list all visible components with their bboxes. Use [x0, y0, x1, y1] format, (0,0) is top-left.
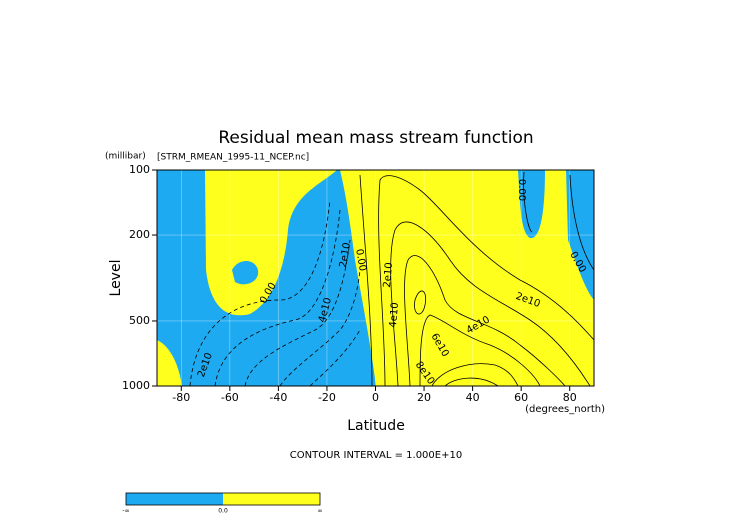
colorbar-positive — [223, 493, 320, 505]
contour-line — [419, 314, 541, 387]
contour-line — [414, 290, 427, 315]
chart-title: Residual mean mass stream function — [218, 128, 533, 148]
y-tick-label: 1000 — [122, 379, 150, 392]
contour-label: 2e10 — [338, 242, 353, 269]
y-axis-label: Level — [108, 260, 124, 297]
x-tick-label: 0 — [372, 391, 379, 404]
contour-line — [244, 239, 351, 387]
negative-region — [232, 261, 259, 285]
y-units: (millibar) — [105, 152, 146, 162]
contour-line — [404, 255, 566, 387]
contour-line — [444, 377, 499, 387]
contour-line — [359, 174, 373, 387]
colorbar-negative — [126, 493, 223, 505]
x-tick-label: 20 — [417, 391, 431, 404]
y-tick-label: 100 — [129, 163, 150, 176]
x-tick-label: -40 — [269, 391, 287, 404]
contour-label: 0.00 — [516, 179, 527, 201]
contour-interval: CONTOUR INTERVAL = 1.000E+10 — [290, 450, 462, 461]
contour-line — [523, 171, 595, 271]
x-tick-label: 40 — [466, 391, 480, 404]
x-tick-label: 80 — [563, 391, 577, 404]
colorbar: -∞ 0.0 ∞ — [122, 492, 323, 515]
x-tick-label: -80 — [172, 391, 190, 404]
contour-label: 0.00 — [353, 248, 368, 272]
positive-region — [340, 170, 594, 386]
contour-line — [378, 175, 595, 387]
x-tick-label: 60 — [514, 391, 528, 404]
colorbar-frame — [125, 492, 321, 506]
colorbar-label: ∞ — [318, 508, 323, 515]
colorbar-label: 0.0 — [218, 508, 228, 515]
contour-line — [214, 209, 341, 387]
y-tick-label: 500 — [129, 314, 150, 327]
y-tick-label: 200 — [129, 228, 150, 241]
x-tick-label: -20 — [318, 391, 336, 404]
subtitle: [STRM_RMEAN_1995-11_NCEP.nc] — [157, 153, 309, 163]
x-tick-label: -60 — [221, 391, 239, 404]
contour-line — [431, 363, 519, 387]
contour-line — [390, 221, 591, 387]
contour-line — [189, 199, 331, 387]
contour-line — [279, 269, 361, 387]
positive-region — [157, 340, 182, 386]
colorbar-label: -∞ — [122, 508, 129, 515]
x-units: (degrees_north) — [525, 404, 605, 415]
contour-label: 4e10 — [388, 302, 401, 328]
contour-label: 2e10 — [382, 262, 395, 288]
x-axis-label: Latitude — [347, 418, 405, 434]
negative-region — [518, 170, 545, 239]
